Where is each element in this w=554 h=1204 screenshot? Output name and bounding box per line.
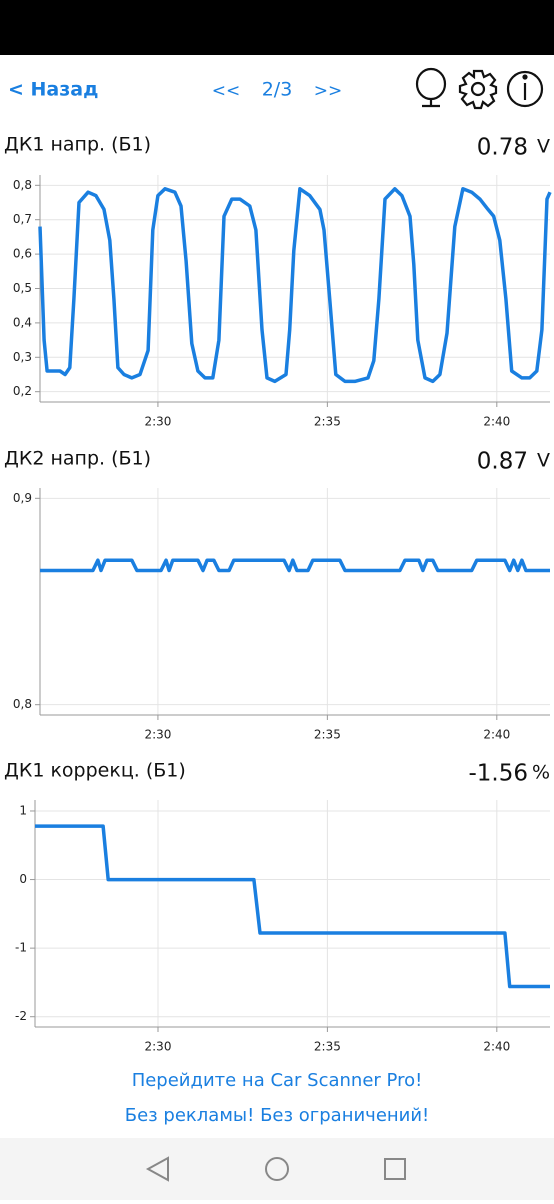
y-tick-label: 0,4 [13,315,32,329]
status-bar [0,0,554,55]
back-button[interactable]: < Назад [8,79,98,101]
chart-title: ДК1 напр. (Б1) [4,134,151,156]
data-line [38,187,552,384]
data-line [35,824,550,989]
x-tick-label: 2:30 [144,415,171,429]
chart-title: ДК1 коррекц. (Б1) [4,760,186,782]
y-tick-label: 0,9 [13,491,32,505]
y-tick-label: 0,8 [13,697,32,711]
prev-button[interactable]: << [212,81,241,101]
unit: % [532,762,550,784]
info-icon[interactable] [506,70,544,108]
x-tick-label: 2:40 [483,728,510,742]
promo-line[interactable]: Без рекламы! Без ограничений! [125,1105,430,1126]
x-tick-label: 2:40 [483,415,510,429]
recents-nav[interactable] [384,1158,406,1180]
y-tick-label: 0,2 [13,384,32,398]
y-tick-label: -2 [15,1009,27,1023]
current-value: 0.87 [477,449,528,475]
unit: V [537,136,550,158]
y-tick-label: 0,3 [13,350,32,364]
nav-bar [0,1138,554,1200]
x-tick-label: 2:35 [314,1040,341,1054]
promo-line[interactable]: Перейдите на Car Scanner Pro! [132,1070,423,1091]
back-nav[interactable] [145,1156,169,1182]
data-line [40,558,550,573]
y-tick-label: 0,7 [13,212,32,226]
chart-title: ДК2 напр. (Б1) [4,448,151,470]
x-tick-label: 2:35 [314,415,341,429]
page-indicator: 2/3 [262,79,293,101]
settings-icon[interactable] [458,69,498,110]
y-tick-label: 0,5 [13,281,32,295]
y-tick-label: 1 [19,803,27,817]
current-value: 0.78 [477,135,528,161]
x-tick-label: 2:30 [144,728,171,742]
next-button[interactable]: >> [314,81,343,101]
mic-icon[interactable] [415,67,447,108]
home-nav[interactable] [265,1157,289,1181]
x-tick-label: 2:35 [314,728,341,742]
current-value: -1.56 [468,761,528,787]
unit: V [537,450,550,472]
y-tick-label: -1 [15,941,27,955]
x-tick-label: 2:40 [483,1040,510,1054]
y-tick-label: 0 [19,872,27,886]
x-tick-label: 2:30 [145,1040,172,1054]
y-tick-label: 0,8 [13,178,32,192]
y-tick-label: 0,6 [13,247,32,261]
